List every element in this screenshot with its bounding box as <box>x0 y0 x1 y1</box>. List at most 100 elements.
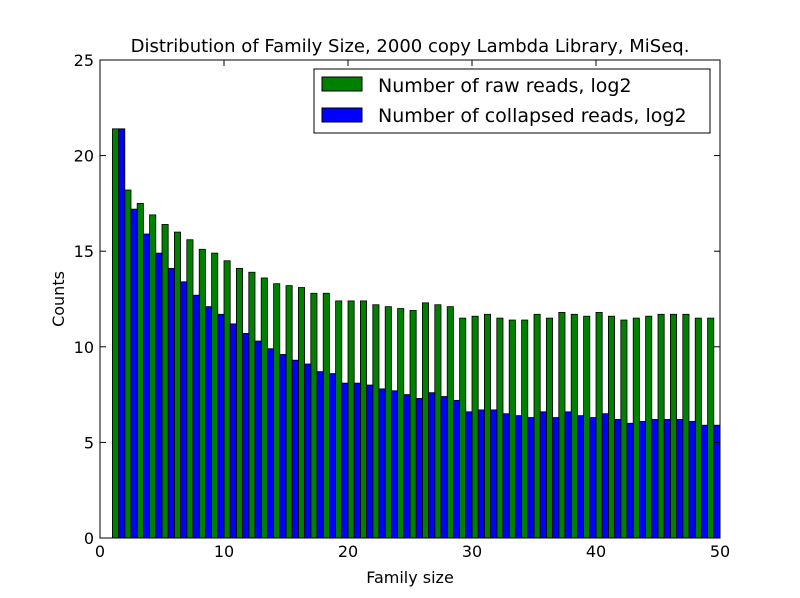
bar-collapsed-39 <box>589 417 597 539</box>
bar-collapsed-13 <box>266 348 274 539</box>
x-tick-label-20: 20 <box>338 542 358 561</box>
bar-collapsed-36 <box>552 417 560 539</box>
bar-raw-21 <box>359 300 367 539</box>
bar-raw-17 <box>310 292 318 539</box>
bar-collapsed-18 <box>328 373 336 539</box>
bar-raw-43 <box>632 317 640 539</box>
legend-swatch-raw-reads <box>321 76 363 92</box>
bar-raw-8 <box>198 248 206 539</box>
bar-raw-32 <box>496 317 504 539</box>
chart-title: Distribution of Family Size, 2000 copy L… <box>131 36 690 57</box>
series-collapsed-reads <box>118 128 721 539</box>
bar-collapsed-17 <box>316 371 324 539</box>
bar-raw-3 <box>136 202 144 539</box>
bar-collapsed-42 <box>626 422 634 539</box>
bar-raw-31 <box>483 313 491 539</box>
bar-raw-12 <box>248 271 256 539</box>
bar-collapsed-19 <box>341 382 349 539</box>
bar-collapsed-27 <box>440 396 448 539</box>
y-tick-label-20: 20 <box>74 147 94 166</box>
bar-collapsed-1 <box>118 128 126 539</box>
y-tick-label-10: 10 <box>74 338 94 357</box>
bar-raw-5 <box>161 224 169 539</box>
bar-collapsed-24 <box>403 394 411 539</box>
bar-collapsed-7 <box>192 294 200 539</box>
bar-raw-9 <box>211 252 219 539</box>
bar-collapsed-44 <box>651 419 659 539</box>
bar-collapsed-47 <box>688 420 696 539</box>
legend-label-collapsed-reads: Number of collapsed reads, log2 <box>378 105 687 127</box>
bar-raw-25 <box>409 310 417 539</box>
bar-raw-26 <box>421 302 429 539</box>
y-tick-label-0: 0 <box>84 529 94 548</box>
bar-raw-29 <box>459 317 467 539</box>
y-tick-label-25: 25 <box>74 51 94 70</box>
bar-raw-16 <box>297 287 305 539</box>
bar-collapsed-9 <box>217 313 225 539</box>
legend-label-raw-reads: Number of raw reads, log2 <box>378 75 632 97</box>
bar-collapsed-28 <box>452 399 460 539</box>
x-tick-label-10: 10 <box>214 542 234 561</box>
bar-collapsed-5 <box>167 268 175 539</box>
bar-collapsed-48 <box>701 424 709 539</box>
bar-collapsed-16 <box>304 363 312 539</box>
bar-raw-19 <box>335 300 343 539</box>
bar-collapsed-4 <box>155 252 163 539</box>
legend-box <box>313 68 711 134</box>
bar-collapsed-23 <box>390 390 398 539</box>
bar-raw-34 <box>521 319 529 539</box>
plot-frame <box>99 59 721 539</box>
legend-swatch-collapsed-reads <box>321 107 363 123</box>
bar-raw-27 <box>434 304 442 539</box>
ticks-layer: 0 10 20 30 40 50 0 5 10 15 20 25 <box>74 51 731 561</box>
bar-collapsed-34 <box>527 417 535 539</box>
bar-collapsed-20 <box>353 382 361 539</box>
bar-raw-20 <box>347 300 355 539</box>
bar-raw-38 <box>570 313 578 539</box>
bar-collapsed-2 <box>130 208 138 539</box>
bar-collapsed-43 <box>639 420 647 539</box>
bar-collapsed-22 <box>378 388 386 539</box>
bar-collapsed-40 <box>601 413 609 539</box>
bar-raw-6 <box>173 231 181 539</box>
bar-raw-44 <box>645 315 653 539</box>
bar-raw-22 <box>372 304 380 539</box>
bars-layer <box>112 128 721 539</box>
bar-collapsed-12 <box>254 340 262 539</box>
bar-collapsed-35 <box>539 411 547 539</box>
bar-raw-28 <box>446 306 454 539</box>
bar-collapsed-38 <box>577 415 585 539</box>
bar-collapsed-25 <box>415 398 423 539</box>
bar-collapsed-46 <box>676 419 684 539</box>
bar-collapsed-30 <box>477 409 485 539</box>
bar-raw-46 <box>670 313 678 539</box>
bar-raw-15 <box>285 285 293 539</box>
bar-raw-47 <box>682 313 690 539</box>
bar-raw-7 <box>186 239 194 539</box>
bar-raw-49 <box>707 317 715 539</box>
bar-collapsed-21 <box>366 384 374 539</box>
bar-collapsed-14 <box>279 354 287 539</box>
y-tick-label-5: 5 <box>84 433 94 452</box>
bar-raw-14 <box>273 283 281 539</box>
y-tick-label-15: 15 <box>74 242 94 261</box>
bar-raw-4 <box>149 214 157 539</box>
bar-raw-41 <box>608 315 616 539</box>
bar-collapsed-6 <box>180 281 188 539</box>
bar-collapsed-8 <box>204 306 212 539</box>
bar-raw-18 <box>322 292 330 539</box>
bar-collapsed-11 <box>242 333 250 539</box>
bar-raw-40 <box>595 311 603 539</box>
bar-raw-13 <box>260 277 268 539</box>
x-tick-label-30: 30 <box>462 542 482 561</box>
y-axis-label: Counts <box>49 271 68 327</box>
bar-raw-23 <box>384 306 392 539</box>
legend: Number of raw reads, log2 Number of coll… <box>313 68 711 134</box>
bar-raw-24 <box>397 308 405 539</box>
bar-collapsed-29 <box>465 411 473 539</box>
bar-collapsed-3 <box>142 233 150 539</box>
bar-raw-10 <box>223 260 231 539</box>
bar-raw-48 <box>694 317 702 539</box>
bar-raw-36 <box>546 317 554 539</box>
bar-raw-11 <box>235 268 243 539</box>
